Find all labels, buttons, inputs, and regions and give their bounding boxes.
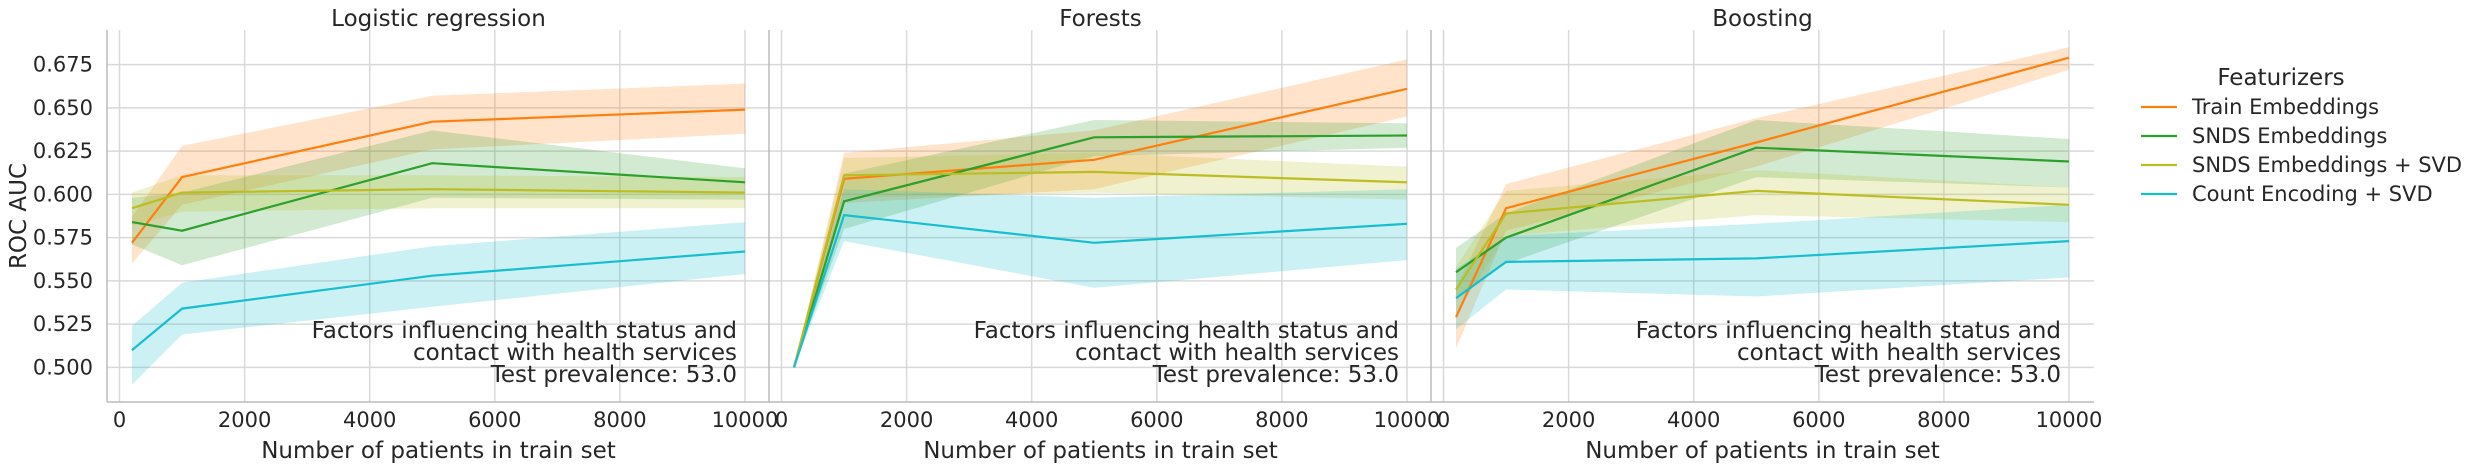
panel-annotation: Test prevalence: 53.0: [490, 362, 737, 388]
x-axis-label: Number of patients in train set: [1585, 438, 1940, 464]
grid: [769, 30, 1432, 402]
band-count-encoding-svd: [1456, 204, 2069, 330]
panel-annotation: Factors influencing health status and: [974, 318, 1399, 344]
panel-annotation: contact with health services: [413, 340, 737, 366]
x-tick-label: 8000: [1917, 408, 1970, 432]
panel-title: Logistic regression: [331, 6, 546, 32]
series-lines: [131, 108, 746, 351]
x-tick-label: 4000: [1667, 408, 1720, 432]
x-tick-label: 0: [775, 408, 788, 432]
legend-item-snds-embeddings-svd: SNDS Embeddings + SVD: [2141, 153, 2462, 177]
x-tick-label: 0: [1437, 408, 1450, 432]
y-tick-label: 0.550: [33, 269, 93, 293]
band-snds-embeddings: [132, 130, 745, 266]
x-tick-label: 8000: [1255, 408, 1308, 432]
panel-annotation: contact with health services: [1075, 340, 1399, 366]
band-train-embeddings: [1456, 47, 2069, 349]
line-count-encoding-svd: [131, 250, 746, 351]
x-tick-label: 10000: [2036, 408, 2103, 432]
panel-annotation: Factors influencing health status and: [1636, 318, 2061, 344]
line-snds-embeddings-svd: [131, 188, 746, 210]
y-tick-label: 0.500: [33, 355, 93, 379]
line-snds-embeddings: [131, 162, 746, 232]
band-snds-embeddings-svd: [1456, 170, 2069, 314]
legend-title: Featurizers: [2217, 65, 2344, 91]
legend-label: Train Embeddings: [2191, 95, 2379, 119]
x-axis-label: Number of patients in train set: [923, 438, 1278, 464]
x-tick-label: 0: [113, 408, 126, 432]
series-lines: [1455, 56, 2070, 318]
x-axis-label: Number of patients in train set: [261, 438, 616, 464]
line-snds-embeddings-svd: [1455, 189, 2070, 291]
legend: Featurizers Train Embeddings SNDS Embeddin…: [2141, 65, 2462, 206]
x-tick-label: 6000: [1792, 408, 1845, 432]
grid: [1431, 30, 2094, 402]
y-axis-label: ROC AUC: [6, 163, 32, 269]
panel-title: Boosting: [1712, 6, 1813, 32]
legend-label: SNDS Embeddings: [2192, 124, 2387, 148]
line-snds-embeddings-svd: [792, 170, 1408, 368]
band-snds-embeddings-svd: [132, 175, 745, 226]
panel-forests: 0 2000 4000 6000 8000 10000 Number of patients…: [768, 6, 1441, 464]
band-snds-embeddings: [1456, 120, 2069, 297]
y-tick-label: 0.650: [33, 96, 93, 120]
x-tick-label: 10000: [712, 408, 779, 432]
band-train-embeddings: [132, 83, 745, 264]
panel-annotation: contact with health services: [1737, 340, 2061, 366]
y-tick-label: 0.575: [33, 226, 93, 250]
legend-item-count-encoding-svd: Count Encoding + SVD: [2141, 182, 2433, 206]
panel-title: Forests: [1059, 6, 1142, 32]
line-count-encoding-svd: [1455, 240, 2070, 300]
panel-annotation: Test prevalence: 53.0: [1814, 362, 2061, 388]
line-snds-embeddings: [792, 134, 1408, 368]
y-tick-label: 0.625: [33, 139, 93, 163]
line-train-embeddings: [131, 108, 746, 244]
panel-annotation: Test prevalence: 53.0: [1152, 362, 1399, 388]
legend-label: Count Encoding + SVD: [2192, 182, 2433, 206]
panel-boosting: 0 2000 4000 6000 8000 10000 Number of patients…: [1430, 6, 2103, 464]
x-tick-label: 4000: [1005, 408, 1058, 432]
y-tick-label: 0.525: [33, 312, 93, 336]
line-train-embeddings: [1455, 56, 2070, 318]
panel-logistic-regression: 0 2000 4000 6000 8000 10000 0.500 0.525 0.550 0.5…: [6, 6, 778, 464]
grid: [107, 30, 770, 402]
line-count-encoding-svd: [792, 213, 1408, 368]
x-tick-label: 2000: [880, 408, 933, 432]
x-tick-label: 6000: [468, 408, 521, 432]
band-snds-embeddings: [794, 120, 1407, 368]
legend-label: SNDS Embeddings + SVD: [2192, 153, 2462, 177]
line-snds-embeddings: [1455, 146, 2070, 274]
series-lines: [792, 87, 1408, 368]
legend-item-train-embeddings: Train Embeddings: [2141, 95, 2379, 119]
x-tick-label: 2000: [1542, 408, 1595, 432]
x-tick-label: 4000: [343, 408, 396, 432]
x-tick-label: 2000: [218, 408, 271, 432]
x-tick-label: 8000: [593, 408, 646, 432]
x-tick-label: 10000: [1374, 408, 1441, 432]
panel-annotation: Factors influencing health status and: [312, 318, 737, 344]
y-tick-label: 0.600: [33, 182, 93, 206]
x-tick-label: 6000: [1130, 408, 1183, 432]
legend-item-snds-embeddings: SNDS Embeddings: [2141, 124, 2387, 148]
confidence-bands: [1456, 47, 2069, 349]
y-tick-label: 0.675: [33, 53, 93, 77]
